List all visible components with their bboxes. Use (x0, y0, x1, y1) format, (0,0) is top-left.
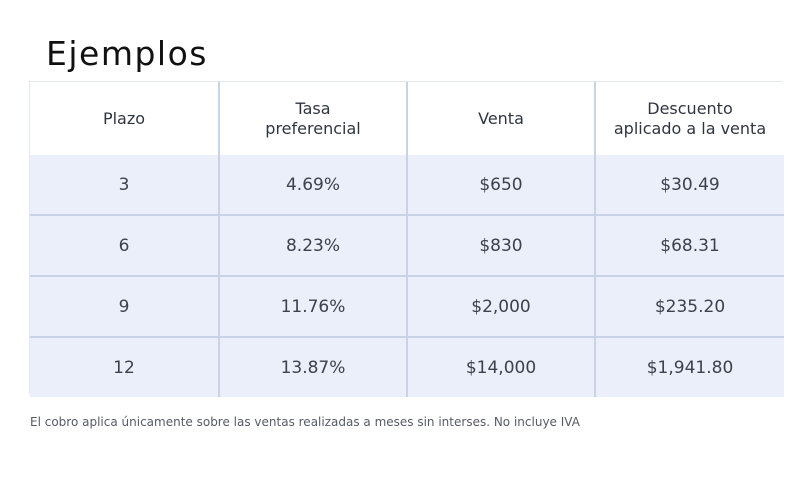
cell-plazo: 12 (30, 336, 219, 397)
cell-tasa: 4.69% (218, 155, 407, 215)
table-row: 6 8.23% $830 $68.31 (30, 214, 784, 276)
table-header-row: Plazo Tasa preferencial Venta Descuento … (30, 82, 784, 155)
cell-plazo: 9 (30, 275, 219, 337)
cell-venta: $830 (406, 214, 595, 276)
examples-table-container: Plazo Tasa preferencial Venta Descuento … (29, 81, 784, 397)
cell-tasa: 13.87% (218, 336, 407, 397)
header-descuento: Descuento aplicado a la venta (594, 82, 784, 155)
cell-plazo: 6 (30, 214, 219, 276)
table-row: 9 11.76% $2,000 $235.20 (30, 275, 784, 337)
cell-descuento: $235.20 (594, 275, 784, 337)
header-venta: Venta (406, 82, 595, 155)
cell-tasa: 8.23% (218, 214, 407, 276)
header-plazo: Plazo (30, 82, 219, 155)
footnote: El cobro aplica únicamente sobre las ven… (30, 415, 580, 429)
table-row: 3 4.69% $650 $30.49 (30, 155, 784, 215)
cell-venta: $650 (406, 155, 595, 215)
cell-venta: $2,000 (406, 275, 595, 337)
header-plazo-line-1: Plazo (102, 108, 146, 128)
cell-plazo: 3 (30, 155, 219, 215)
cell-descuento: $1,941.80 (594, 336, 784, 397)
header-descuento-line-1: Descuento (647, 98, 733, 118)
examples-table: Plazo Tasa preferencial Venta Descuento … (30, 82, 784, 397)
cell-descuento: $30.49 (594, 155, 784, 215)
header-tasa-line-2: preferencial (265, 118, 361, 138)
header-descuento-line-2: aplicado a la venta (613, 118, 767, 138)
header-tasa-line-1: Tasa (295, 98, 331, 118)
cell-venta: $14,000 (406, 336, 595, 397)
header-tasa-preferencial: Tasa preferencial (218, 82, 407, 155)
cell-tasa: 11.76% (218, 275, 407, 337)
table-row: 12 13.87% $14,000 $1,941.80 (30, 336, 784, 397)
header-venta-line-1: Venta (478, 108, 524, 128)
page-title: Ejemplos (46, 34, 208, 73)
cell-descuento: $68.31 (594, 214, 784, 276)
